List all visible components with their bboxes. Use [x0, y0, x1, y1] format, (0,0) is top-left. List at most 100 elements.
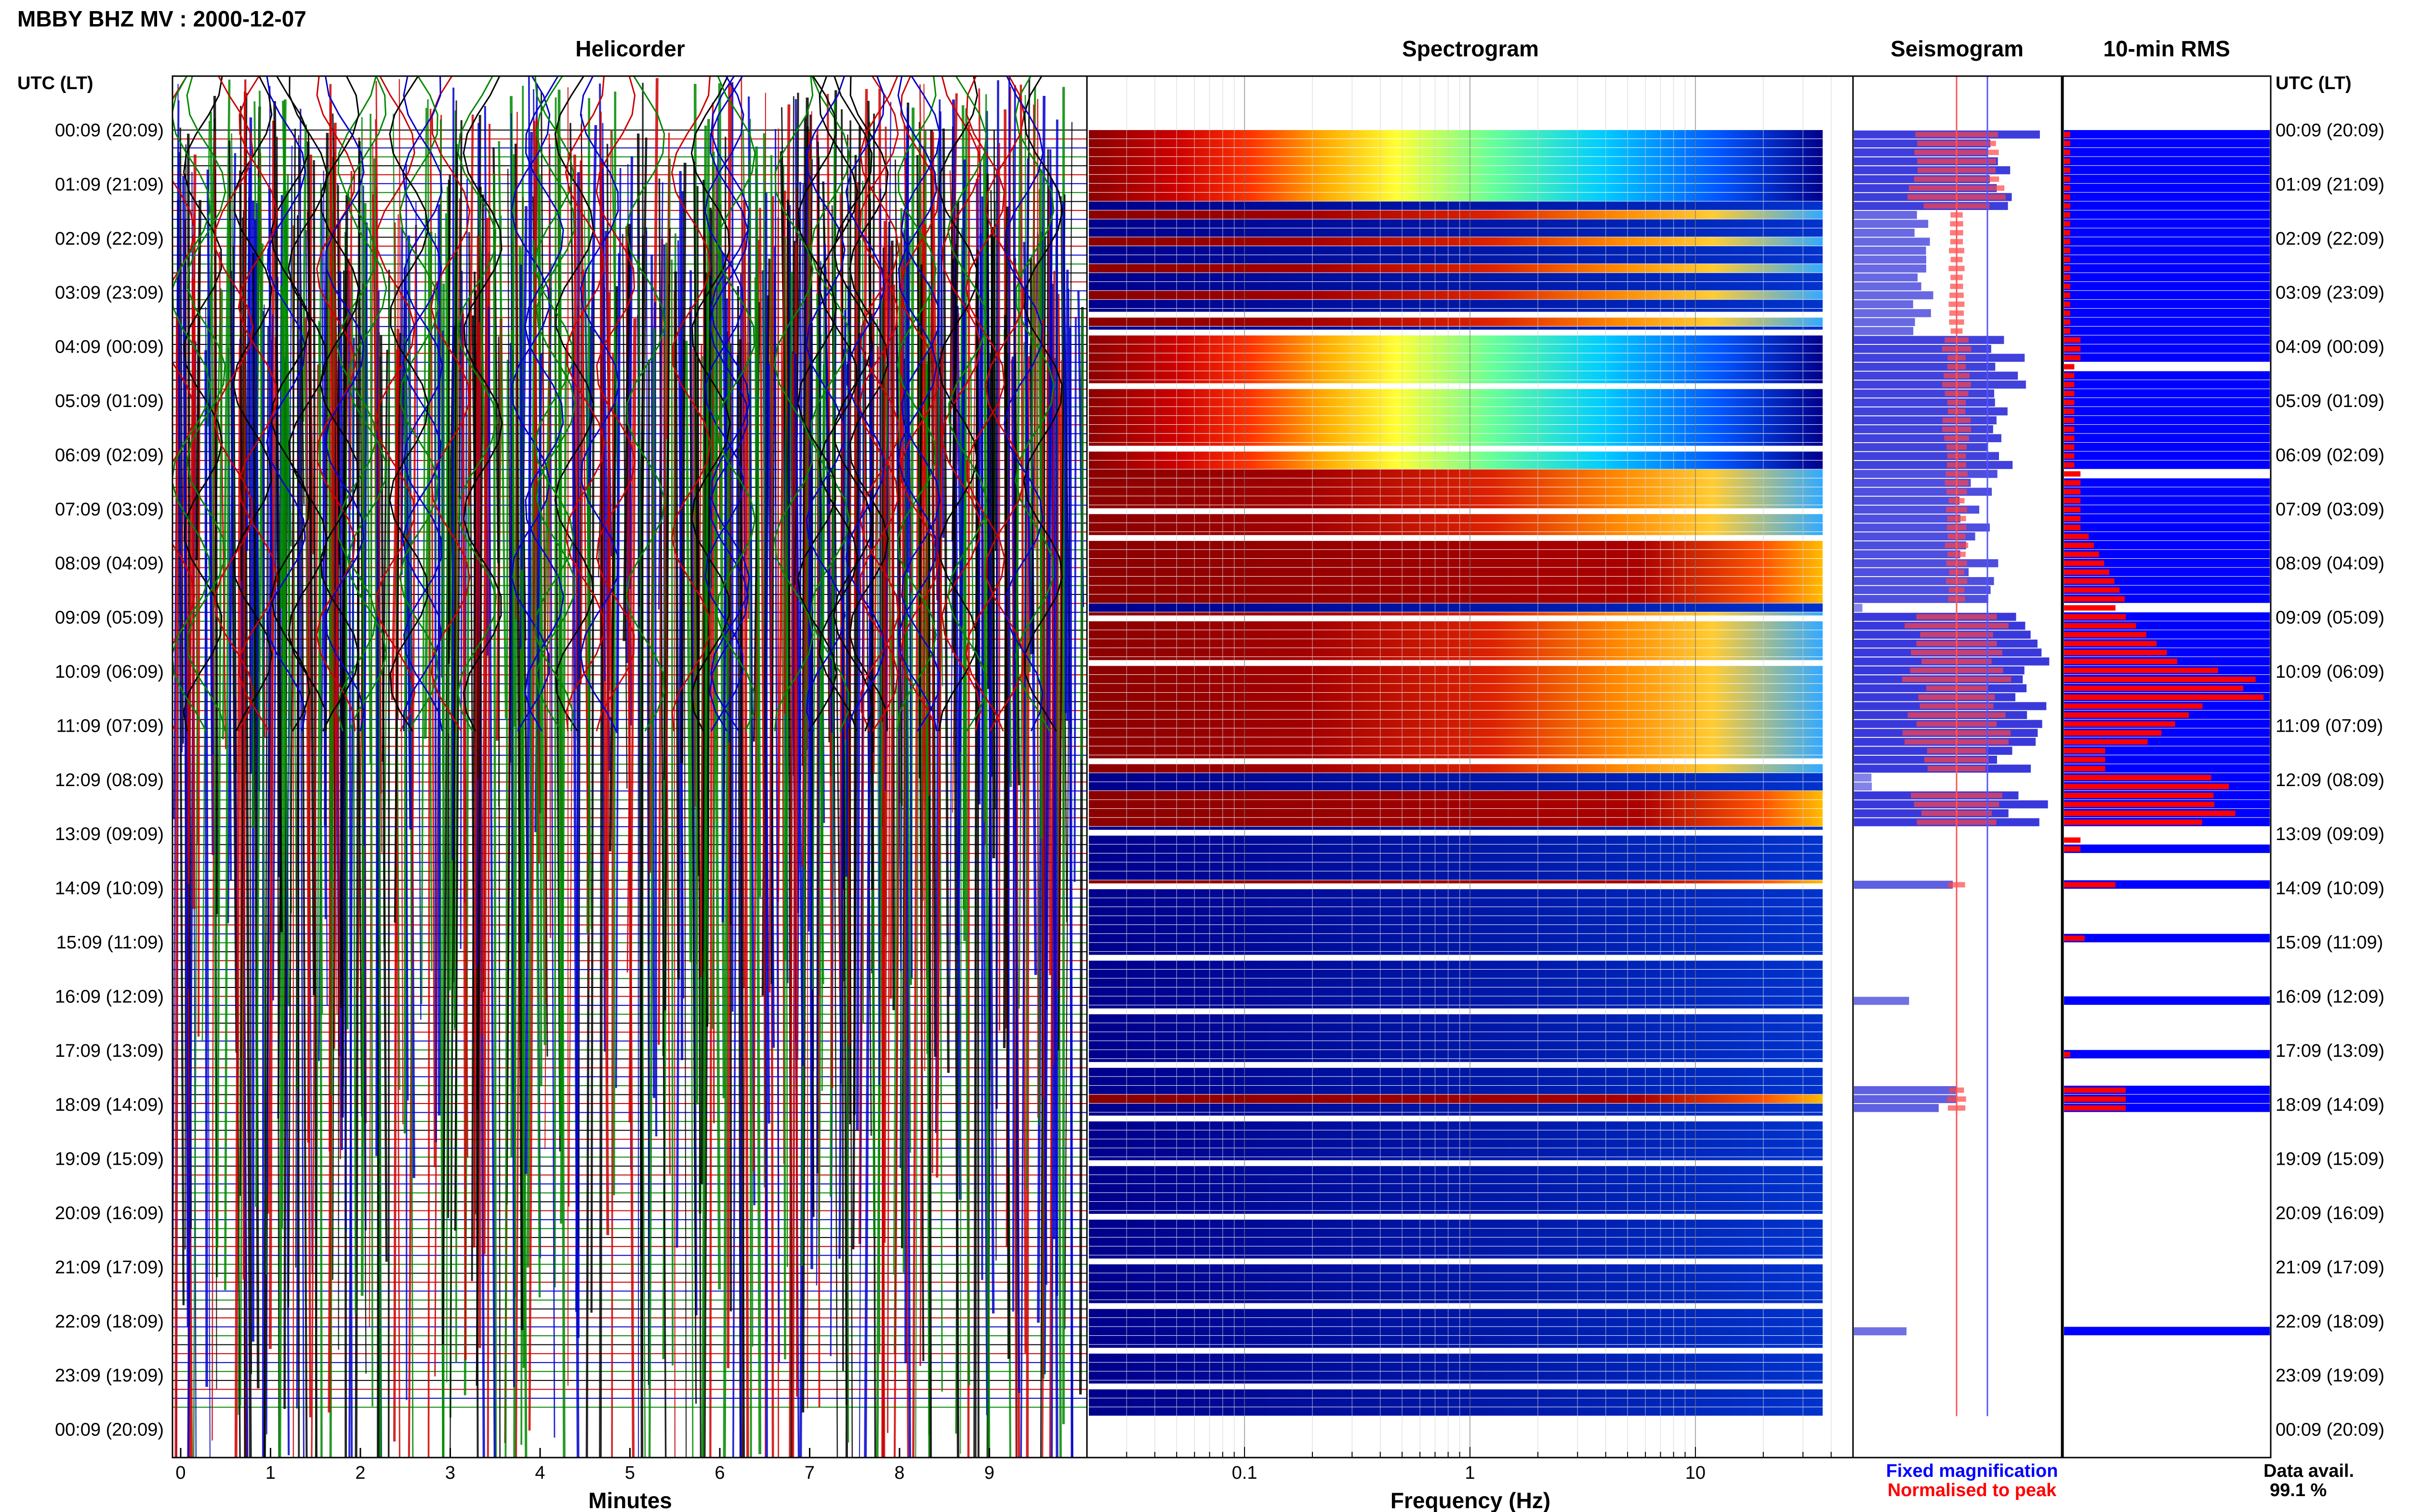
- spectrogram-row: [1089, 1220, 1823, 1228]
- spectrogram-row: [1089, 925, 1823, 933]
- helicorder-trace: [915, 140, 921, 1458]
- rms-bar-normalised: [2064, 444, 2075, 450]
- helicorder-trace: [1080, 309, 1084, 760]
- spectrogram-row: [1089, 255, 1823, 264]
- spectrogram-row: [1089, 246, 1823, 255]
- rms-bar-normalised: [2064, 221, 2070, 227]
- spectrogram-row: [1089, 264, 1823, 273]
- helicorder-trace: [979, 160, 981, 754]
- spectrogram-row: [1089, 1380, 1823, 1384]
- spectrogram-row: [1089, 630, 1823, 639]
- helicorder-wave: [402, 76, 442, 732]
- rms-bar-normalised: [2064, 614, 2126, 620]
- helicorder-trace: [712, 151, 721, 1289]
- helicorder-x-tick-label: 7: [805, 1463, 815, 1483]
- helicorder-wave: [319, 76, 360, 732]
- rms-bar-normalised: [2064, 739, 2148, 745]
- rms-bar-fixed: [2064, 300, 2270, 308]
- helicorder-trace: [666, 132, 670, 439]
- helicorder-trace: [904, 217, 912, 1153]
- helicorder-trace: [663, 228, 671, 780]
- rms-bar-normalised: [2064, 399, 2075, 406]
- rms-bar-fixed: [2064, 460, 2270, 469]
- helicorder-trace: [993, 131, 996, 551]
- rms-bar-normalised: [2064, 355, 2081, 361]
- helicorder-trace: [206, 170, 214, 755]
- spectrogram-row: [1089, 737, 1823, 746]
- spectrogram-row: [1089, 933, 1823, 943]
- spectrogram-row: [1089, 853, 1823, 862]
- spectrogram-row: [1089, 174, 1823, 184]
- helicorder-wave: [797, 76, 837, 732]
- helicorder-trace: [332, 350, 337, 1280]
- helicorder-trace: [441, 175, 451, 1345]
- seismogram-fixed-trace: [1854, 416, 1997, 424]
- helicorder-trace: [640, 235, 644, 1255]
- seismogram-fixed-trace: [1854, 1104, 1939, 1112]
- helicorder-trace: [789, 354, 794, 1458]
- spectrogram-row: [1089, 621, 1823, 630]
- helicorder-trace: [1019, 84, 1027, 1353]
- spectrogram-row: [1089, 407, 1823, 416]
- spectrogram-row: [1089, 353, 1823, 362]
- helicorder-trace: [973, 315, 978, 1458]
- helicorder-x-tick-label: 2: [355, 1463, 365, 1483]
- time-label-right: 21:09 (17:09): [2276, 1257, 2384, 1277]
- rms-bar-normalised: [2064, 569, 2109, 575]
- rms-bar-normalised: [2064, 257, 2070, 263]
- time-label-right: 09:09 (05:09): [2276, 608, 2384, 628]
- spectrogram-row: [1089, 1228, 1823, 1237]
- rms-bar-normalised: [2064, 560, 2105, 566]
- rms-bar-normalised: [2064, 685, 2244, 691]
- seismogram-fixed-trace: [1854, 336, 2004, 344]
- helicorder-trace: [689, 306, 697, 1404]
- helicorder-trace: [174, 317, 179, 1458]
- spectrogram-row: [1089, 835, 1823, 844]
- helicorder-wave: [457, 76, 497, 732]
- helicorder-trace: [693, 161, 700, 819]
- spectrogram-row: [1089, 237, 1823, 246]
- helicorder-trace: [331, 270, 338, 1015]
- spectrogram-row: [1089, 1005, 1823, 1009]
- helicorder-trace: [899, 243, 902, 1249]
- seismogram-fixed-trace: [1854, 237, 1930, 246]
- rms-bar-normalised: [2064, 346, 2081, 352]
- helicorder-trace: [355, 141, 361, 1458]
- spectrogram-x-tick-label: 1: [1465, 1463, 1475, 1483]
- helicorder-trace: [887, 247, 892, 1433]
- spectrogram-row: [1089, 1273, 1823, 1282]
- helicorder-trace: [854, 182, 859, 612]
- spectrogram-row: [1089, 809, 1823, 817]
- time-label-left: 03:09 (23:09): [55, 283, 164, 303]
- spectrogram-row: [1089, 1336, 1823, 1344]
- helicorder-wave: [172, 76, 211, 732]
- helicorder-trace: [935, 99, 941, 1133]
- legend-fixed-magnification: Fixed magnification: [1886, 1461, 2058, 1481]
- left-time-axis-header: UTC (LT): [17, 73, 93, 93]
- helicorder-trace: [195, 200, 202, 561]
- rms-bar-fixed: [2064, 844, 2270, 853]
- spectrogram-row: [1089, 139, 1823, 148]
- spectrogram-row: [1089, 1104, 1823, 1112]
- helicorder-trace: [808, 286, 813, 1269]
- seismogram-fixed-trace: [1854, 300, 1913, 308]
- rms-bar-normalised: [2064, 391, 2075, 396]
- rms-bar-fixed: [2064, 264, 2270, 273]
- helicorder-wave: [389, 76, 429, 732]
- spectrogram-row: [1089, 559, 1823, 567]
- helicorder-trace: [288, 129, 296, 1308]
- spectrogram-row: [1089, 451, 1823, 460]
- helicorder-trace: [701, 119, 710, 1458]
- rms-bar-fixed: [2064, 255, 2270, 264]
- helicorder-trace: [300, 297, 308, 1458]
- spectrogram-row: [1089, 773, 1823, 782]
- helicorder-trace: [995, 80, 999, 1109]
- seismogram-fixed-trace: [1854, 210, 1917, 219]
- rms-bar-fixed: [2064, 290, 2270, 300]
- helicorder-wave: [1023, 76, 1063, 732]
- helicorder-trace: [575, 160, 582, 689]
- time-label-right: 12:09 (08:09): [2276, 770, 2384, 790]
- spectrogram-x-tick-label: 10: [1685, 1463, 1706, 1483]
- seismogram-fixed-trace: [1854, 273, 1918, 282]
- helicorder-trace: [615, 168, 622, 1088]
